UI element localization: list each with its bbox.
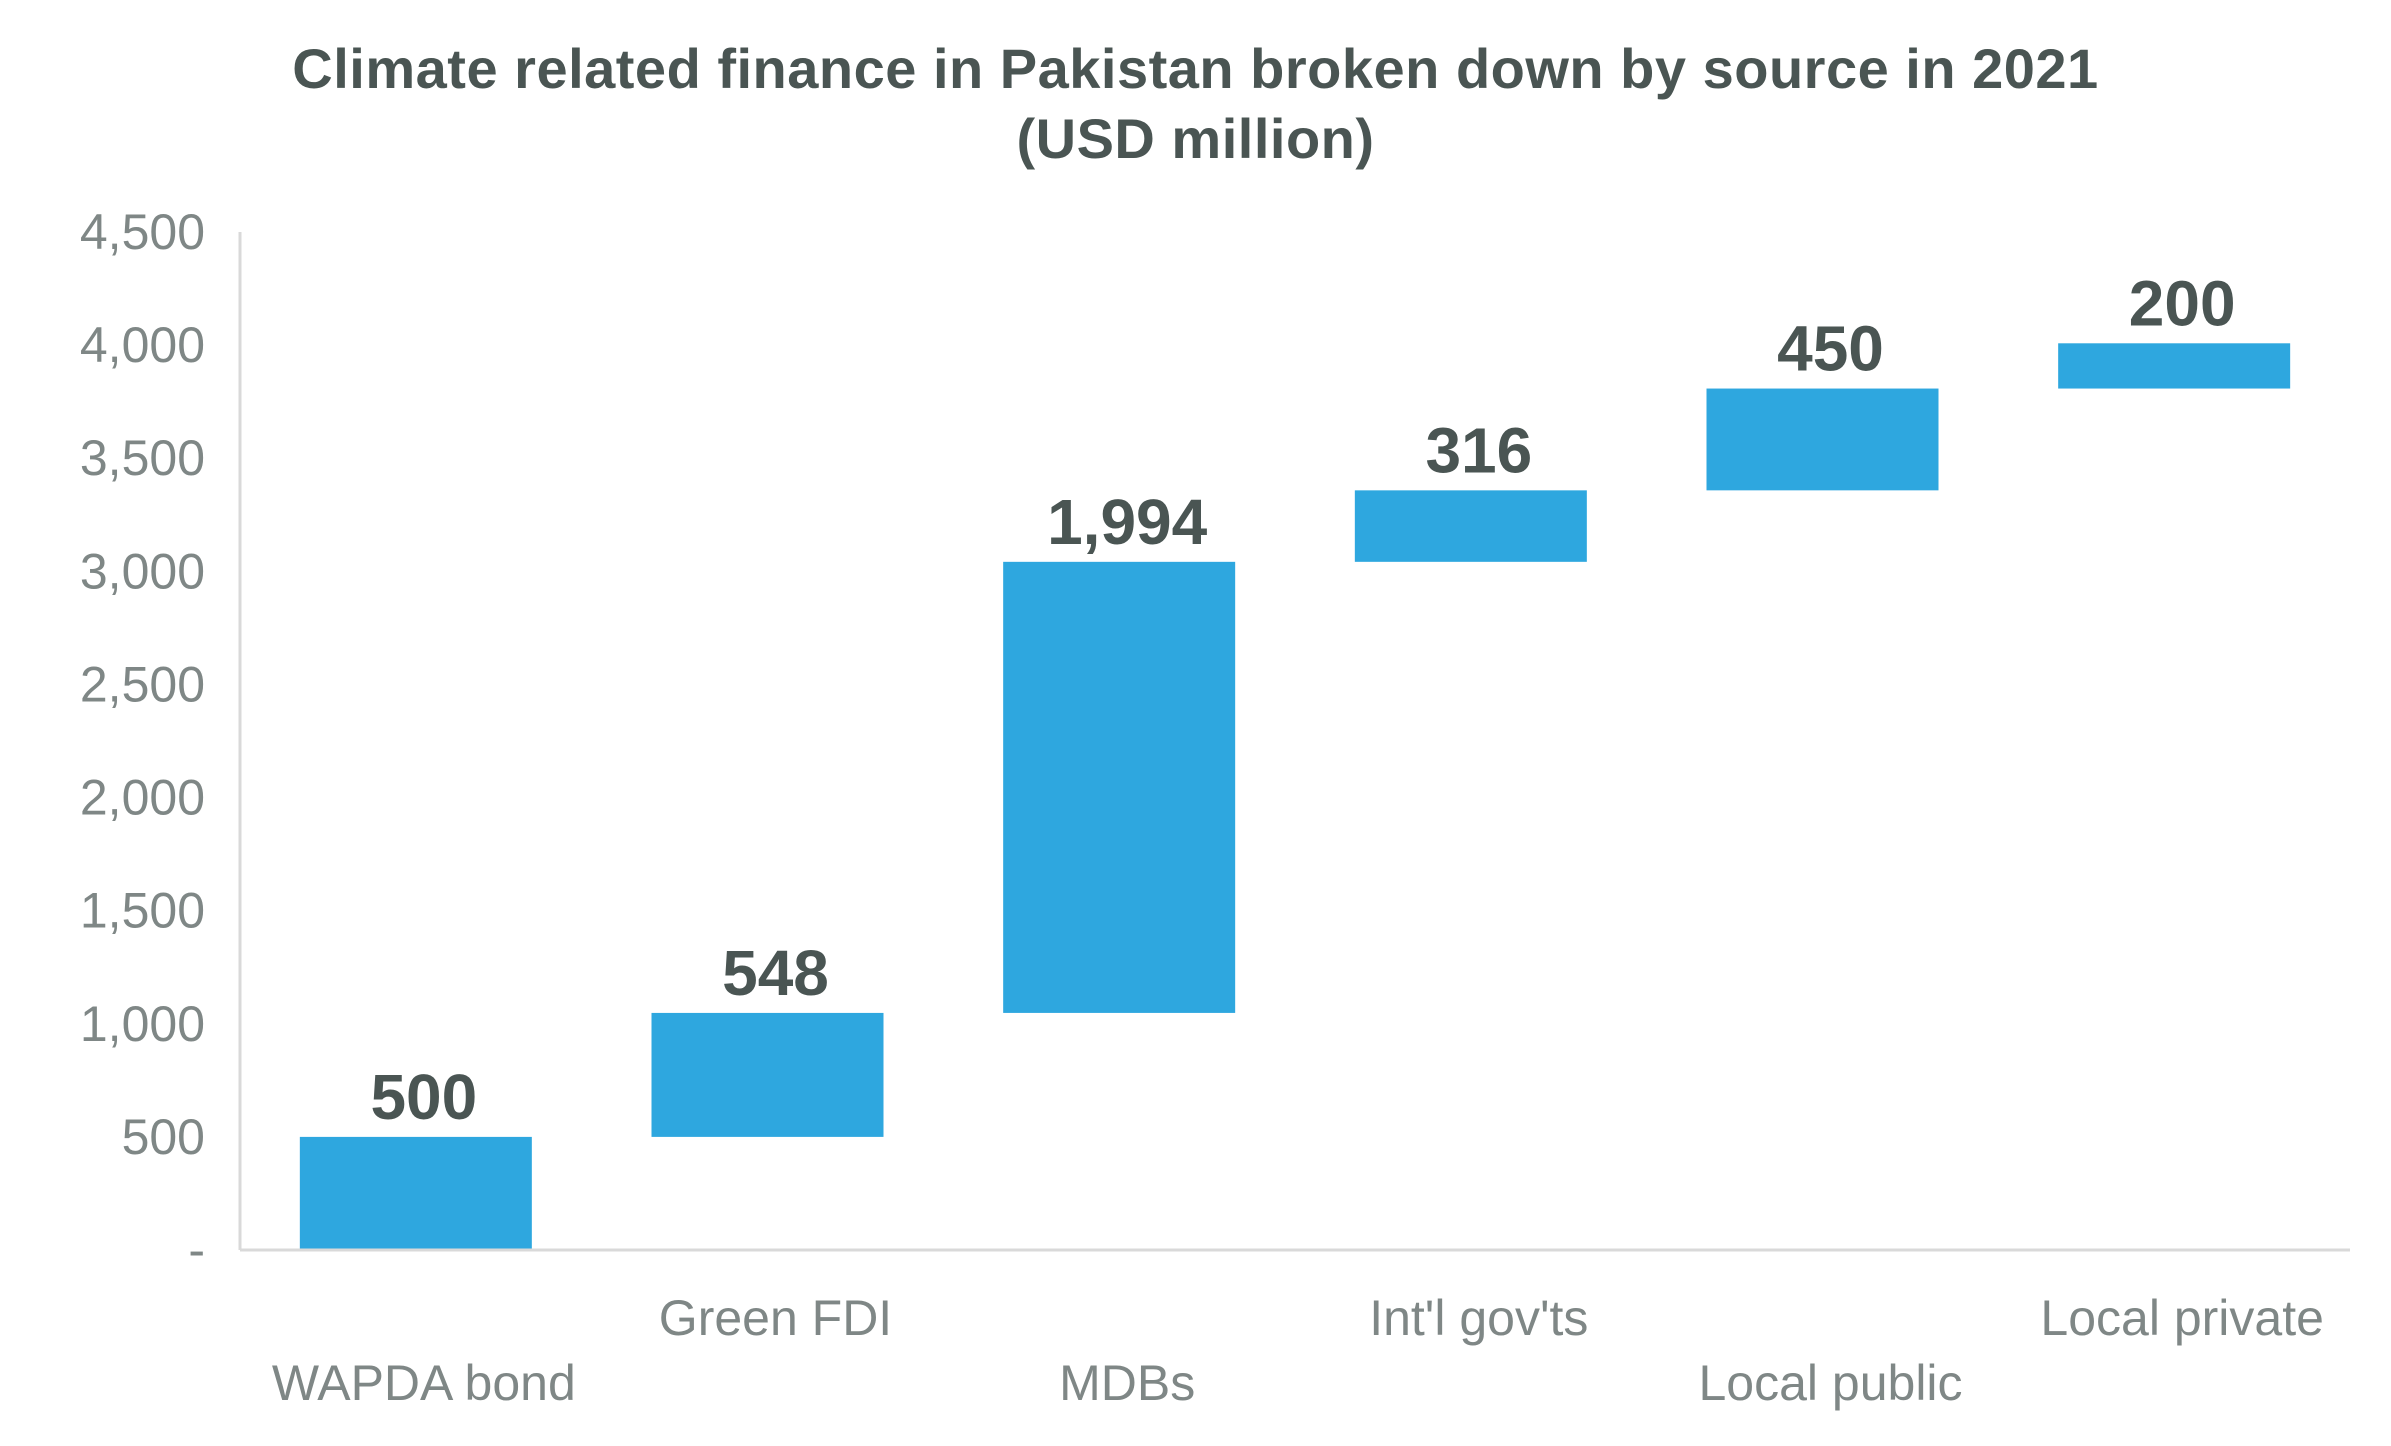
bar bbox=[2058, 343, 2291, 389]
x-tick-label: Green FDI bbox=[659, 1290, 892, 1346]
data-label: 1,994 bbox=[1047, 486, 1208, 558]
y-tick-label: 4,000 bbox=[80, 317, 205, 373]
y-tick-label: 1,500 bbox=[80, 883, 205, 939]
bars bbox=[299, 343, 2291, 1250]
x-tick-label: Local private bbox=[2040, 1290, 2324, 1346]
bar bbox=[299, 1136, 532, 1250]
bar bbox=[1003, 561, 1236, 1013]
data-label: 200 bbox=[2129, 267, 2236, 339]
data-label: 500 bbox=[370, 1061, 477, 1133]
y-tick-label: 500 bbox=[122, 1109, 205, 1165]
x-tick-label: Local public bbox=[1698, 1355, 1962, 1411]
y-axis: - 500 1,000 1,500 2,000 2,500 3,000 3,500 4,000 4… bbox=[80, 204, 242, 1278]
y-tick-label: 2,000 bbox=[80, 770, 205, 826]
bar bbox=[1706, 388, 1939, 491]
x-axis: WAPDA bond Green FDI MDBs Int'l gov'ts Local… bbox=[240, 1248, 2350, 1411]
y-tick-label: - bbox=[188, 1222, 205, 1278]
x-tick-label: Int'l gov'ts bbox=[1369, 1290, 1588, 1346]
data-label: 548 bbox=[722, 937, 829, 1009]
data-label: 316 bbox=[1425, 414, 1532, 486]
data-label: 450 bbox=[1777, 313, 1884, 385]
x-tick-label: WAPDA bond bbox=[272, 1355, 576, 1411]
y-tick-label: 4,500 bbox=[80, 204, 205, 260]
bar bbox=[1354, 490, 1587, 562]
chart-title-line-2: (USD million) bbox=[1016, 107, 1375, 170]
chart-title-line-1: Climate related finance in Pakistan brok… bbox=[292, 37, 2099, 100]
y-tick-label: 3,000 bbox=[80, 543, 205, 599]
y-tick-label: 2,500 bbox=[80, 656, 205, 712]
y-tick-label: 1,000 bbox=[80, 996, 205, 1052]
bar bbox=[651, 1012, 884, 1137]
x-tick-label: MDBs bbox=[1059, 1355, 1195, 1411]
data-labels: 500 548 1,994 316 450 200 bbox=[370, 267, 2235, 1133]
chart-title: Climate related finance in Pakistan brok… bbox=[0, 34, 2391, 174]
y-tick-label: 3,500 bbox=[80, 430, 205, 486]
